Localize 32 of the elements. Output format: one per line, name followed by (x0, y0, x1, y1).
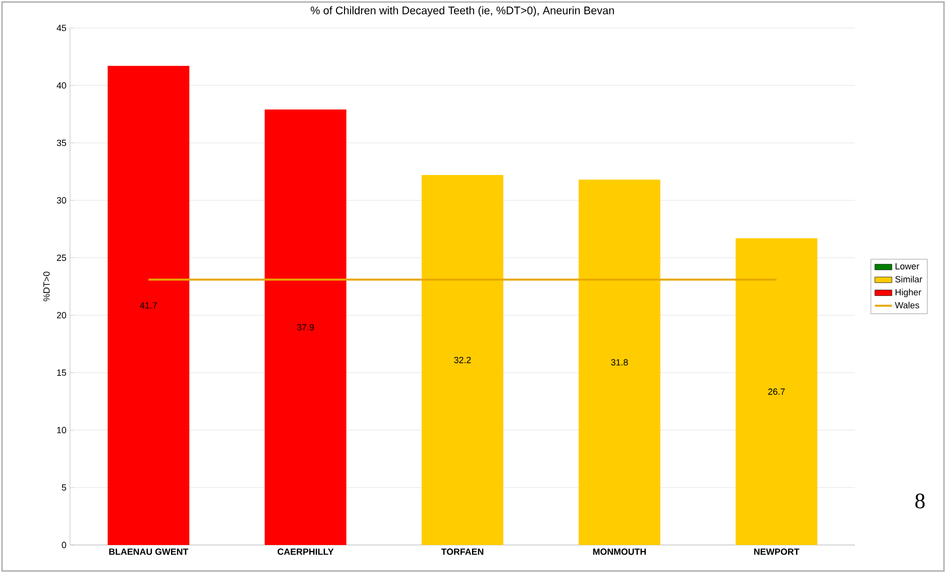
data-label: 32.2 (454, 356, 471, 364)
legend-label: Higher (896, 288, 922, 298)
y-tick-label: 25 (56, 254, 66, 261)
y-tick-label: 10 (57, 426, 66, 434)
bar (108, 66, 190, 545)
bar (264, 110, 346, 545)
data-label: 31.8 (611, 359, 628, 366)
y-tick-label: 45 (56, 24, 66, 32)
legend-label: Wales (894, 302, 920, 308)
y-tick-label: 20 (56, 312, 66, 318)
x-tick-label: CAERPHILLY (278, 548, 334, 555)
y-tick-label: 0 (62, 542, 66, 548)
x-tick-label: TORFAEN (441, 548, 484, 555)
x-tick-label: MONMOUTH (593, 548, 646, 555)
legend-label: Similar (895, 276, 922, 282)
x-tick-label: NEWPORT (754, 548, 800, 555)
bar (422, 175, 504, 545)
y-tick-label: 5 (62, 484, 66, 491)
data-label: 26.7 (768, 388, 785, 395)
data-label: 37.9 (297, 324, 314, 330)
y-tick-label: 40 (56, 82, 66, 89)
x-tick-label: BLAENAU GWENT (109, 548, 188, 555)
bar (578, 180, 660, 545)
bar (736, 238, 818, 545)
y-axis-title: %DT>0 (43, 272, 50, 302)
y-tick-label: 15 (57, 370, 66, 376)
y-tick-label: 35 (56, 140, 66, 146)
legend-label: Lower (896, 263, 920, 270)
y-tick-label: 30 (56, 197, 66, 204)
chart-title: % of Children with Decayed Teeth (ie, %DT>0), Aneurin Bevan (310, 6, 614, 16)
data-label: 41.7 (140, 302, 157, 309)
text: 8 (915, 494, 925, 508)
